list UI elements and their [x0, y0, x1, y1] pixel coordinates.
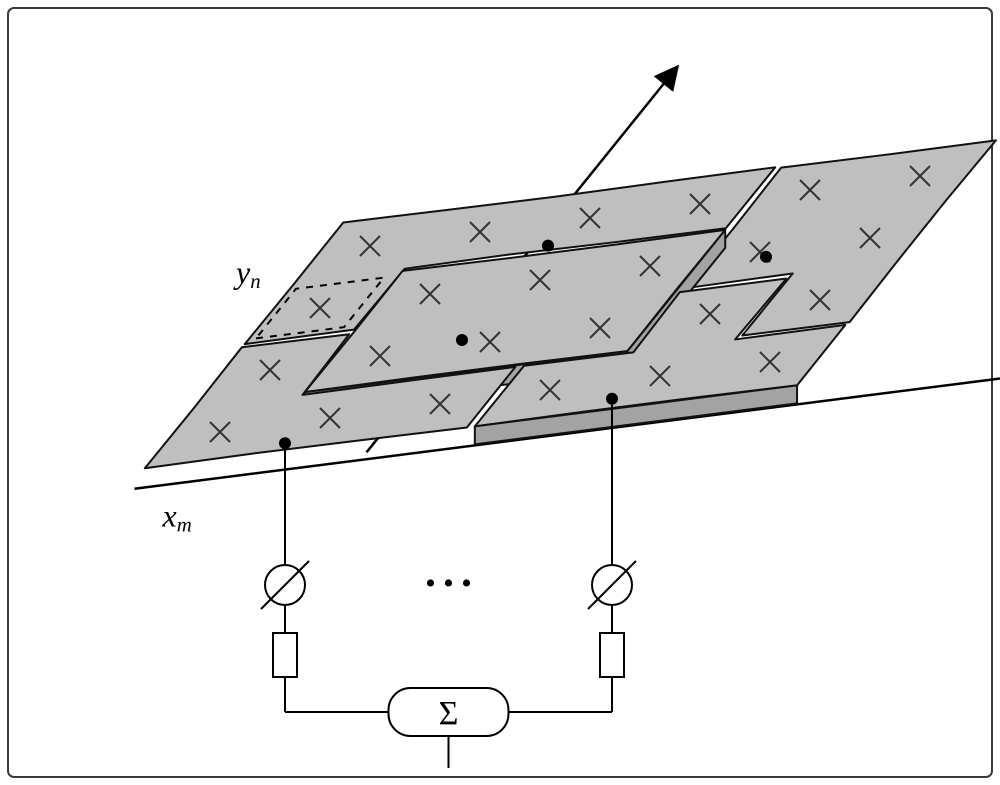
- diagram-svg: xm yn • • • Σ: [0, 0, 1000, 785]
- feed-network: • • • Σ: [261, 399, 636, 768]
- y-axis-label: yn: [233, 254, 261, 293]
- attenuator-icon: [600, 633, 624, 677]
- ellipsis-icon: • • •: [425, 567, 472, 600]
- phase-center-dot: [542, 240, 554, 252]
- phase-center-dot: [456, 334, 468, 346]
- phase-center-dot: [760, 251, 772, 263]
- attenuator-icon: [273, 633, 297, 677]
- sigma-label: Σ: [439, 695, 459, 732]
- subarray-tiles: [145, 140, 996, 468]
- frame-border: [8, 8, 992, 777]
- x-axis-label: xm: [162, 498, 192, 537]
